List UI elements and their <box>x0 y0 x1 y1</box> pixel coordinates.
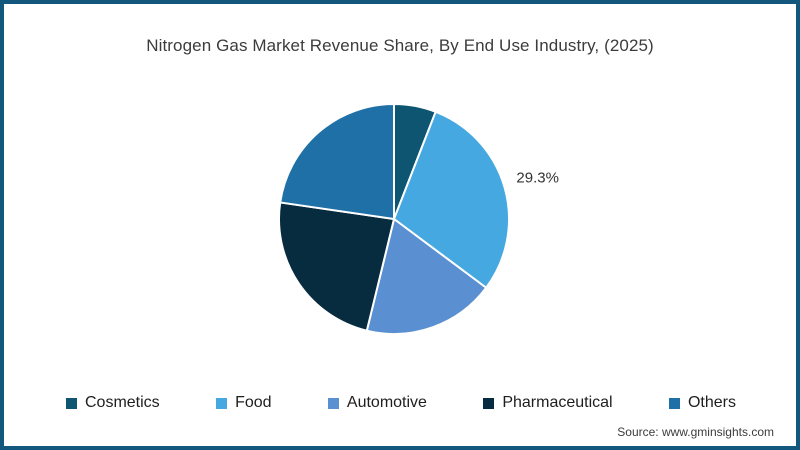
legend-label-automotive: Automotive <box>346 394 427 411</box>
legend-swatch-automotive <box>327 397 339 409</box>
pie-slice-pharmaceutical[interactable] <box>278 201 395 332</box>
legend-item-automotive[interactable]: Automotive <box>327 394 427 412</box>
legend-label-cosmetics: Cosmetics <box>85 394 160 411</box>
legend-item-pharmaceutical[interactable]: Pharmaceutical <box>483 394 613 412</box>
chart-title: Nitrogen Gas Market Revenue Share, By En… <box>146 36 654 55</box>
legend-swatch-food <box>216 397 228 409</box>
legend-item-cosmetics[interactable]: Cosmetics <box>66 394 160 412</box>
pie-slice-automotive[interactable] <box>365 218 488 335</box>
legend-item-others[interactable]: Others <box>668 394 736 412</box>
legend-item-food[interactable]: Food <box>216 394 272 412</box>
legend-swatch-cosmetics <box>66 397 77 409</box>
legend-swatch-others <box>668 397 680 409</box>
legend-swatch-pharmaceutical <box>483 397 495 409</box>
pie-slice-others[interactable] <box>279 103 395 220</box>
legend: Cosmetics Food Automotive Pharmaceutical… <box>4 394 796 412</box>
legend-label-food: Food <box>235 394 272 411</box>
pie-chart: 29.3% <box>278 103 559 335</box>
legend-label-pharmaceutical: Pharmaceutical <box>502 394 613 411</box>
pie-slice-food[interactable] <box>393 110 510 289</box>
source-attribution: Source: www.gminsights.com <box>617 425 774 439</box>
legend-label-others: Others <box>687 394 736 411</box>
pie-data-label-food: 29.3% <box>516 170 559 187</box>
